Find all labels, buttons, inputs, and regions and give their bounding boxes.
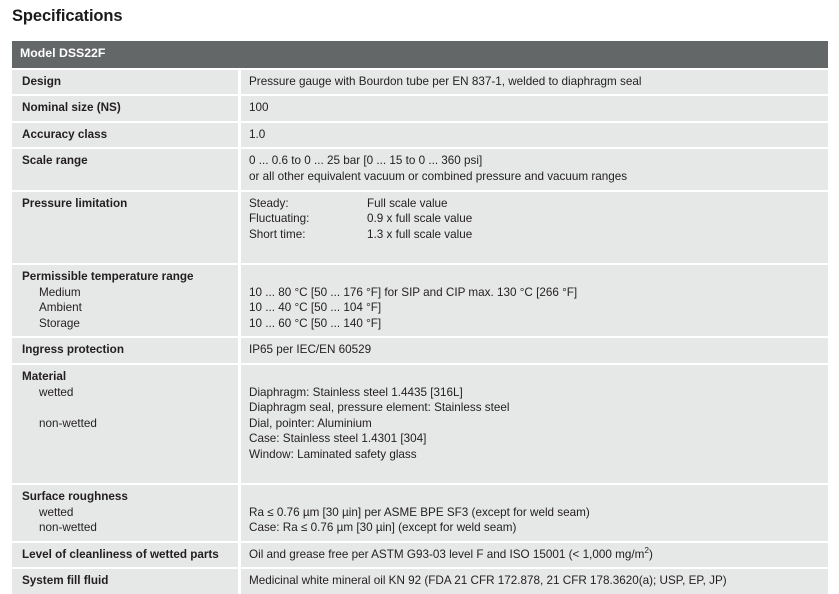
value-line: Diaphragm: Stainless steel 1.4435 [316L]	[249, 385, 463, 399]
spacer	[249, 462, 822, 478]
row-sublabel: Ambient	[39, 301, 82, 315]
table-row: Nominal size (NS) 100	[12, 96, 828, 123]
spacer	[22, 400, 232, 416]
value-line: Oil and grease free per ASTM G93-03 leve…	[249, 544, 653, 561]
row-value: Medicinal white mineral oil KN 92 (FDA 2…	[241, 569, 828, 594]
table-row: Level of cleanliness of wetted parts Oil…	[12, 542, 828, 570]
value-line: or all other equivalent vacuum or combin…	[249, 169, 628, 183]
table-row: Scale range 0 ... 0.6 to 0 ... 25 bar [0…	[12, 149, 828, 192]
value-line: Dial, pointer: Aluminium	[249, 416, 372, 430]
pair-value: 1.3 x full scale value	[367, 227, 473, 241]
row-value: 1.0	[241, 122, 828, 150]
row-label: Nominal size (NS)	[12, 96, 241, 123]
pressure-limitation-grid: Steady: Full scale value Fluctuating: 0.…	[249, 196, 822, 243]
row-value: Oil and grease free per ASTM G93-03 leve…	[241, 542, 828, 570]
table-row: Pressure limitation Steady: Full scale v…	[12, 191, 828, 265]
table-row: Surface roughness wetted non-wetted Ra ≤…	[12, 485, 828, 543]
table-row: Permissible temperature range Medium Amb…	[12, 264, 828, 339]
row-sublabel: wetted	[39, 385, 74, 399]
value-line: IP65 per IEC/EN 60529	[249, 343, 372, 357]
spacer	[249, 369, 822, 385]
pair-value: Full scale value	[367, 196, 448, 210]
row-label: Level of cleanliness of wetted parts	[12, 542, 241, 570]
table-header-cell: Model DSS22F	[12, 41, 828, 70]
row-label: Design	[12, 69, 241, 97]
row-value: Diaphragm: Stainless steel 1.4435 [316L]…	[241, 364, 828, 486]
value-line: 0 ... 0.6 to 0 ... 25 bar [0 ... 15 to 0…	[249, 154, 483, 168]
row-label: Surface roughness wetted non-wetted	[12, 485, 241, 543]
row-label-main: Surface roughness	[22, 490, 128, 504]
value-line: 10 ... 60 °C [50 ... 140 °F]	[249, 316, 382, 330]
row-sublabel: wetted	[39, 505, 74, 519]
spacer	[249, 242, 822, 258]
row-sublabel: non-wetted	[39, 416, 97, 430]
pair-value: 0.9 x full scale value	[367, 212, 473, 226]
row-label: Permissible temperature range Medium Amb…	[12, 264, 241, 339]
row-label-main: Permissible temperature range	[22, 269, 194, 283]
row-value: 100	[241, 96, 828, 123]
value-line: Medicinal white mineral oil KN 92 (FDA 2…	[249, 574, 727, 588]
row-label: Material wetted non-wetted	[12, 364, 241, 486]
value-line: 10 ... 80 °C [50 ... 176 °F] for SIP and…	[249, 285, 578, 299]
table-row: Ingress protection IP65 per IEC/EN 60529	[12, 338, 828, 365]
row-label-main: Material	[22, 369, 67, 383]
value-line: 100	[249, 101, 269, 115]
value-line: Window: Laminated safety glass	[249, 447, 417, 461]
specifications-table: Model DSS22F Design Pressure gauge with …	[12, 41, 828, 594]
pair-key: Steady:	[249, 196, 289, 210]
page-title: Specifications	[12, 7, 123, 25]
row-value: IP65 per IEC/EN 60529	[241, 338, 828, 365]
row-value: 0 ... 0.6 to 0 ... 25 bar [0 ... 15 to 0…	[241, 149, 828, 192]
row-label: Ingress protection	[12, 338, 241, 365]
row-sublabel: Storage	[39, 316, 80, 330]
row-value: Steady: Full scale value Fluctuating: 0.…	[241, 191, 828, 265]
spacer	[249, 269, 822, 285]
table-row: Material wetted non-wetted Diaphragm: St…	[12, 364, 828, 486]
value-line: Diaphragm seal, pressure element: Stainl…	[249, 401, 510, 415]
value-line: Case: Ra ≤ 0.76 µm [30 µin] (except for …	[249, 521, 517, 535]
pair-key: Short time:	[249, 227, 306, 241]
row-label: Accuracy class	[12, 122, 241, 150]
table-row: Design Pressure gauge with Bourdon tube …	[12, 69, 828, 97]
value-line: Pressure gauge with Bourdon tube per EN …	[249, 74, 642, 88]
row-label: System fill fluid	[12, 569, 241, 594]
row-label: Pressure limitation	[12, 191, 241, 265]
row-sublabel: non-wetted	[39, 521, 97, 535]
row-value: Ra ≤ 0.76 µm [30 µin] per ASME BPE SF3 (…	[241, 485, 828, 543]
value-line: 10 ... 40 °C [50 ... 104 °F]	[249, 301, 382, 315]
value-line: Case: Stainless steel 1.4301 [304]	[249, 432, 427, 446]
pair-key: Fluctuating:	[249, 212, 310, 226]
value-line: Ra ≤ 0.76 µm [30 µin] per ASME BPE SF3 (…	[249, 505, 590, 519]
row-sublabel: Medium	[39, 285, 81, 299]
table-row: Accuracy class 1.0	[12, 122, 828, 150]
value-line: 1.0	[249, 127, 266, 141]
row-value: Pressure gauge with Bourdon tube per EN …	[241, 69, 828, 97]
table-body: Model DSS22F Design Pressure gauge with …	[12, 41, 828, 594]
row-value: 10 ... 80 °C [50 ... 176 °F] for SIP and…	[241, 264, 828, 339]
table-header-row: Model DSS22F	[12, 41, 828, 70]
table-row: System fill fluid Medicinal white minera…	[12, 569, 828, 594]
row-label: Scale range	[12, 149, 241, 192]
spacer	[249, 489, 822, 505]
